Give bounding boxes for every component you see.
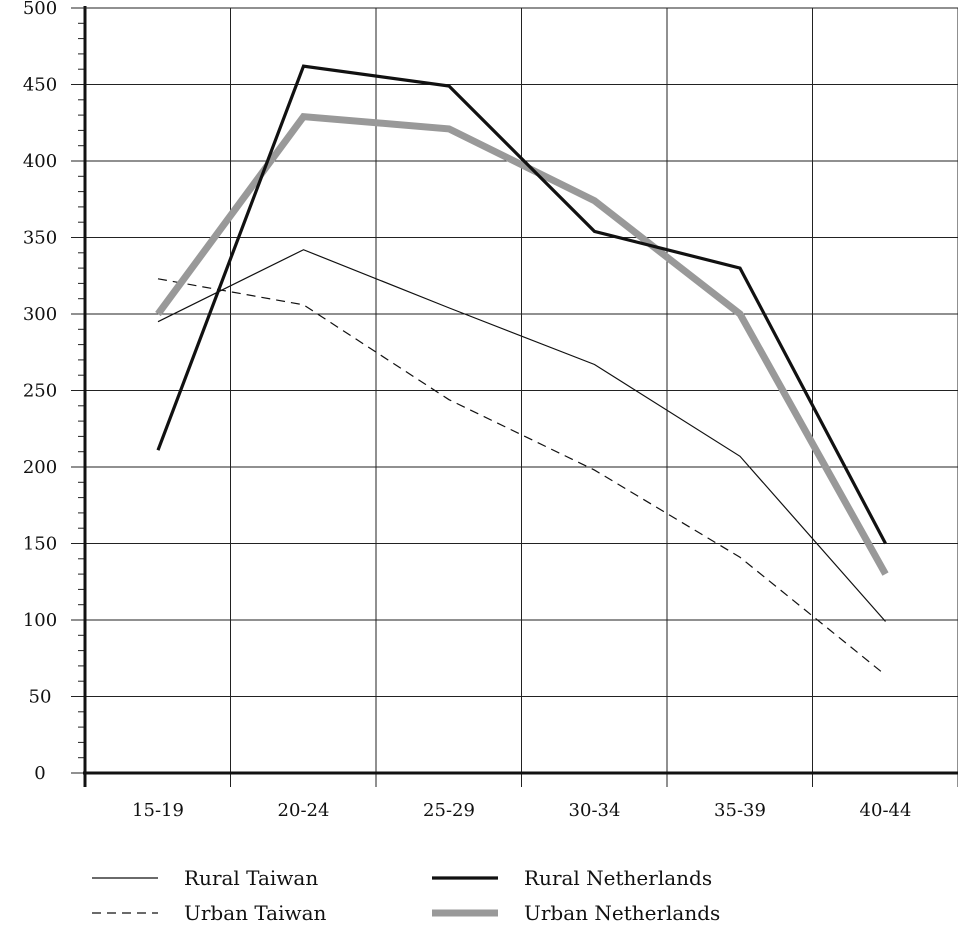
y-tick-label-50: 50: [29, 687, 52, 708]
series-line-rural-netherlands: [156, 64, 887, 545]
legend-label-rural-taiwan: Rural Taiwan: [184, 866, 318, 890]
y-tick-label-450: 450: [23, 75, 57, 96]
y-tick-label-150: 150: [23, 534, 57, 555]
y-axis-tick-labels: 0 50 100 150 200 250 300 350 400 450 500: [23, 0, 57, 784]
legend-label-urban-taiwan: Urban Taiwan: [184, 901, 327, 925]
axes: [71, 6, 958, 787]
legend: Rural Taiwan Urban Taiwan Rural Netherland…: [92, 866, 720, 925]
y-tick-label-250: 250: [23, 381, 57, 402]
x-tick-label-20-24: 20-24: [278, 800, 330, 821]
x-tick-label-40-44: 40-44: [860, 800, 912, 821]
series-line-rural-taiwan: [157, 249, 886, 622]
y-tick-label-0: 0: [34, 763, 45, 784]
x-tick-label-25-29: 25-29: [423, 800, 475, 821]
legend-label-rural-netherlands: Rural Netherlands: [524, 866, 712, 890]
x-tick-label-15-19: 15-19: [132, 800, 184, 821]
y-tick-label-500: 500: [23, 0, 57, 19]
series-line-urban-netherlands: [155, 112, 889, 576]
x-tick-label-30-34: 30-34: [569, 800, 621, 821]
series-lines: [155, 64, 889, 676]
x-axis-tick-labels: 15-19 20-24 25-29 30-34 35-39 40-44: [132, 800, 911, 821]
grid: [85, 7, 958, 773]
y-tick-label-350: 350: [23, 228, 57, 249]
legend-label-urban-netherlands: Urban Netherlands: [524, 901, 720, 925]
y-tick-label-300: 300: [23, 304, 57, 325]
x-tick-label-35-39: 35-39: [714, 800, 766, 821]
y-tick-label-200: 200: [23, 457, 57, 478]
y-tick-label-100: 100: [23, 610, 57, 631]
series-line-urban-taiwan: [157, 278, 886, 676]
y-tick-label-400: 400: [23, 151, 57, 172]
